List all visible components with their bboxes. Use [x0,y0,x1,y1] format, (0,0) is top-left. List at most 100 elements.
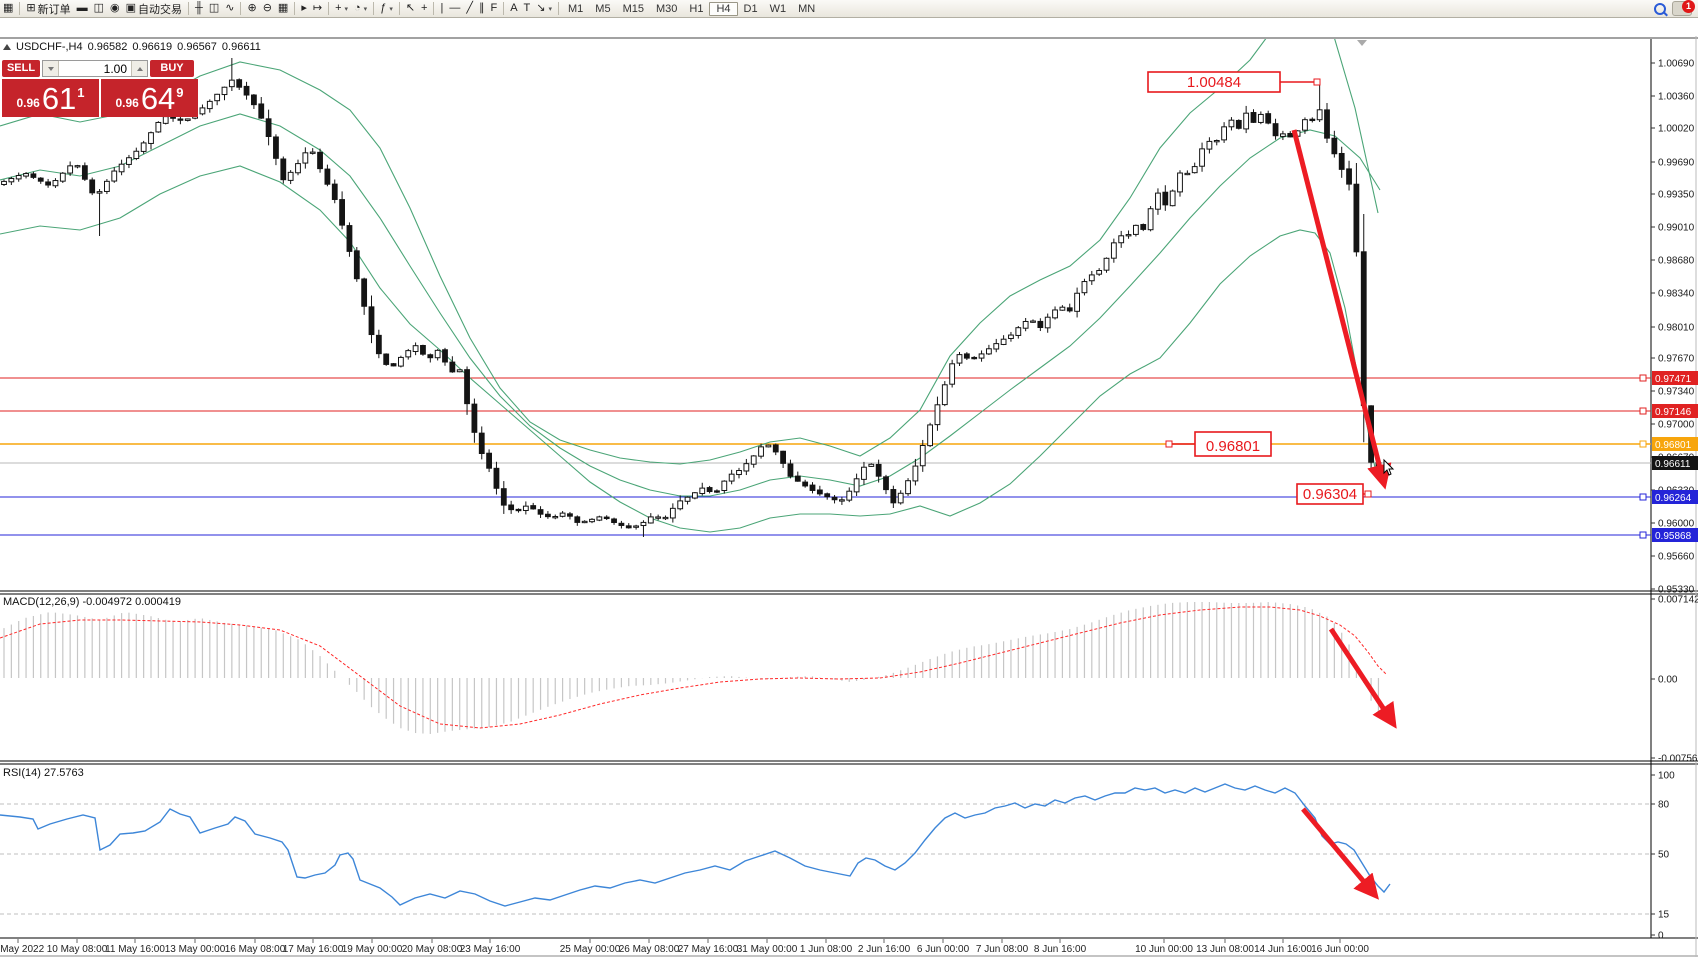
gold-button[interactable]: ▬ [74,1,91,16]
crosshair-button[interactable]: + [418,1,430,16]
candle-body [1360,251,1367,406]
indicators-button[interactable]: ƒ ▾ [377,1,396,16]
timeframe-h4[interactable]: H4 [709,1,738,16]
label-button[interactable]: T [521,1,534,16]
candle-body [184,118,191,121]
price-annotation-box[interactable] [1147,71,1281,93]
time-tick-label[interactable]: 16 May 08:00 [225,944,286,955]
trend-arrow[interactable] [1301,807,1379,900]
autotrading-button-button[interactable]: ▣ 自动交易 [123,1,185,16]
arrows-button[interactable]: ↘ ▾ [533,1,555,16]
candle-body [251,94,257,106]
time-tick-label[interactable]: 11 May 16:00 [105,944,165,955]
time-tick-label[interactable]: 8 Jun 16:00 [1034,944,1087,955]
time-tick-label[interactable]: 17 May 16:00 [283,944,344,955]
volume-decrease-button[interactable] [43,61,59,76]
time-tick-label[interactable]: 13 May 00:00 [165,944,226,955]
new-order-button-button[interactable]: ⊞ 新订单 [23,1,73,16]
bollinger-lower-band [0,165,1376,533]
bar-high: 0.96619 [132,41,173,53]
signals-button[interactable]: ◉ [107,1,123,16]
buy-price[interactable]: 0.96 64 9 [101,79,198,117]
volume-increase-button[interactable] [131,61,147,76]
line-chart-button[interactable]: ∿ [222,1,237,16]
time-tick-label[interactable]: 1 Jun 08:00 [800,944,853,955]
level-anchor-square[interactable] [1639,493,1647,501]
toolbar-group: ▸ ↦ [298,0,325,17]
time-tick-label[interactable]: 23 May 16:00 [460,944,521,955]
bar-chart-button[interactable]: ╫ [192,1,206,16]
time-tick-label[interactable]: 27 May 16:00 [678,944,739,955]
charts-button[interactable]: ▦ [0,1,16,16]
timeframe-m1[interactable]: M1 [568,2,584,15]
time-tick-label[interactable]: 10 May 08:00 [47,944,108,955]
time-tick-label[interactable]: 19 May 00:00 [342,944,403,955]
time-tick-label[interactable]: 25 May 00:00 [560,944,621,955]
chart-canvas[interactable]: 1.00690 1.00360 1.00020 0.99690 0.99350 0.990… [0,36,1698,957]
channel-button[interactable]: ∥ [476,1,488,16]
level-anchor-square[interactable] [1639,407,1647,415]
zoom-in-button[interactable]: ⊕ [244,1,259,16]
toolbar-group: | — ╱ ∥ F [437,0,500,17]
time-tick-label[interactable]: 9 May 2022 [0,944,45,955]
zoom-out-button[interactable]: ⊖ [260,1,275,16]
trendline-button[interactable]: ╱ [463,1,476,16]
buy-button[interactable]: BUY [150,60,194,77]
candle-body [258,103,265,119]
candle-body [1287,132,1294,138]
time-tick-label[interactable]: 10 Jun 00:00 [1135,944,1193,955]
candlestick-chart-button[interactable]: ◫ [206,1,222,16]
cursor-button[interactable]: ↖ [403,1,418,16]
price-annotation-box[interactable] [1194,431,1272,457]
auto-scroll-button[interactable]: ▸ [298,1,310,16]
search-icon[interactable] [1654,2,1666,15]
text-button[interactable]: A [507,1,520,16]
horizontal-line-button[interactable]: — [446,1,463,16]
fibonacci-icon: F [490,2,498,14]
time-tick-label[interactable]: 6 Jun 00:00 [917,944,970,955]
trend-arrow[interactable] [1291,129,1392,490]
trend-arrow[interactable] [1328,627,1397,729]
time-tick-label[interactable]: 2 Jun 16:00 [858,944,911,955]
sell-price[interactable]: 0.96 61 1 [2,79,99,117]
volume-input[interactable] [59,61,131,76]
time-tick-label[interactable]: 20 May 08:00 [402,944,463,955]
profiles-button[interactable]: ◔ ▾ [351,1,370,16]
time-tick-label[interactable]: 13 Jun 08:00 [1196,944,1254,955]
auto-scroll-icon: ▸ [301,2,307,14]
timeframe-mn[interactable]: MN [798,2,816,15]
level-anchor-square[interactable] [1639,440,1647,448]
notifications-icon[interactable]: 1 [1672,0,1695,16]
time-tick-label[interactable]: 7 Jun 08:00 [976,944,1029,955]
time-tick-label[interactable]: 14 Jun 16:00 [1254,944,1312,955]
timeframe-w1[interactable]: W1 [769,2,787,15]
timeframe-d1[interactable]: D1 [743,2,758,15]
candle-body [30,173,37,178]
chart-shift-button[interactable]: ↦ [310,1,325,16]
gold-icon: ▬ [76,2,88,14]
tile-windows-button[interactable]: ▦ [275,1,291,16]
time-tick-label[interactable]: 31 May 00:00 [737,944,798,955]
macd-label: MACD(12,26,9) -0.004972 0.000419 [3,596,181,608]
time-tick-label[interactable]: 26 May 08:00 [619,944,680,955]
time-tick-label[interactable]: 16 Jun 00:00 [1311,944,1369,955]
mql-community-button[interactable]: ◫ [91,1,107,16]
sell-button[interactable]: SELL [2,60,40,77]
candle-body [912,465,919,482]
level-anchor-square[interactable] [1639,531,1647,539]
candle-body [941,384,948,406]
level-anchor-square[interactable] [1639,374,1647,382]
candle-body [611,518,617,523]
vertical-line-button[interactable]: | [437,1,446,16]
candle-body [302,152,309,164]
bollinger-upper-band [0,39,1379,465]
timeframe-m5[interactable]: M5 [595,2,611,15]
timeframe-m30[interactable]: M30 [655,2,678,15]
timeframe-h1[interactable]: H1 [689,2,704,15]
new-chart-button[interactable]: + ▾ [332,1,351,16]
timeframe-m15[interactable]: M15 [622,2,644,15]
candle-body [1346,168,1352,185]
fibonacci-button[interactable]: F [487,1,500,16]
price-annotation-box[interactable] [1296,483,1364,505]
